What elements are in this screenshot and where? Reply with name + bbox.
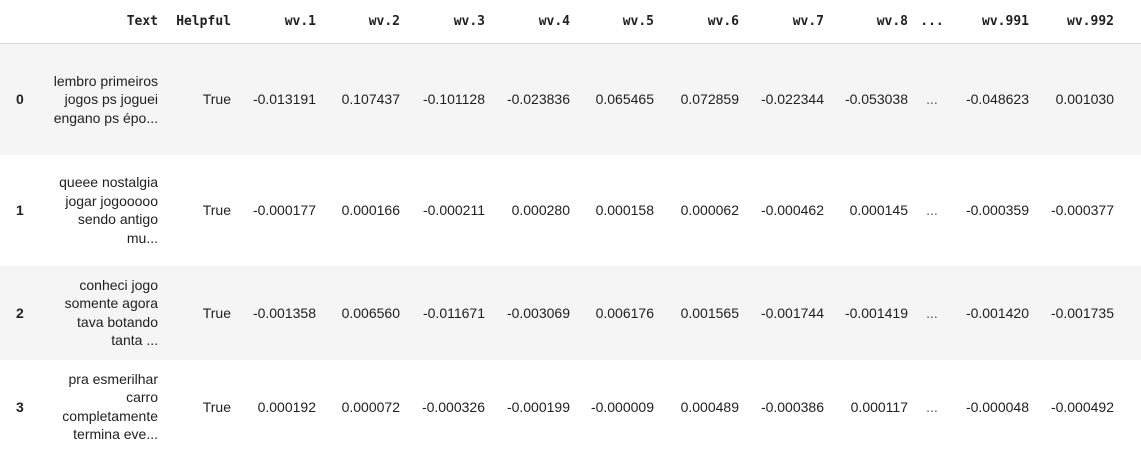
- index-header: [0, 0, 42, 44]
- cell-wv991: -0.001420: [965, 304, 1029, 321]
- cell-wv991: -0.000359: [965, 202, 1029, 218]
- cell-wv6: 0.000489: [680, 398, 739, 415]
- cell-wv992: -0.001735: [1050, 304, 1114, 321]
- row-index: 3: [16, 398, 24, 415]
- cell-wv8: 0.000117: [850, 398, 908, 415]
- column-header-wv2: wv.2: [322, 0, 406, 44]
- row-index: 0: [16, 91, 24, 108]
- table-row: 1 queee nostalgia jogar jogooooo sendo a…: [0, 154, 1141, 266]
- cell-wv2: 0.006560: [341, 304, 400, 321]
- column-header-wv992: wv.992: [1035, 0, 1120, 44]
- row-index: 2: [16, 304, 24, 321]
- column-header-text: Text: [42, 0, 164, 44]
- column-header-wv5: wv.5: [576, 0, 660, 44]
- cell-ellipsis: ...: [926, 304, 938, 321]
- cell-ellipsis: ...: [926, 91, 938, 108]
- column-header-wv1: wv.1: [237, 0, 322, 44]
- cell-wv7: -0.000386: [760, 398, 824, 415]
- cell-text: conheci jogo somente agora tava botando …: [64, 276, 158, 349]
- cell-wv7: -0.001744: [760, 304, 824, 321]
- cell-wv7: -0.000462: [760, 202, 824, 218]
- cell-wv6: 0.001565: [680, 304, 739, 321]
- cell-wv6: 0.000062: [680, 202, 739, 218]
- row-index: 1: [16, 202, 24, 218]
- cell-wv8: -0.053038: [844, 91, 908, 108]
- cell-wv3: -0.000326: [421, 398, 485, 415]
- cell-overflow: [1120, 360, 1141, 451]
- column-header-overflow: [1120, 0, 1141, 44]
- cell-helpful: True: [202, 304, 231, 321]
- column-header-helpful: Helpful: [164, 0, 237, 44]
- cell-wv2: 0.107437: [341, 91, 400, 108]
- cell-wv2: 0.000166: [341, 202, 400, 218]
- table-row: 0 lembro primeiros jogos ps joguei engan…: [0, 43, 1141, 155]
- cell-wv4: 0.000280: [511, 202, 570, 218]
- cell-wv3: -0.011671: [422, 304, 485, 321]
- cell-wv8: 0.000145: [849, 202, 908, 218]
- cell-helpful: True: [202, 91, 231, 108]
- cell-wv4: -0.000199: [506, 398, 570, 415]
- cell-wv992: -0.000492: [1050, 398, 1114, 415]
- cell-wv4: -0.023836: [506, 91, 570, 108]
- cell-wv5: 0.006176: [595, 304, 654, 321]
- column-header-ellipsis: ...: [914, 0, 950, 44]
- header-row: Text Helpful wv.1 wv.2 wv.3 wv.4 wv.5 wv…: [0, 0, 1141, 44]
- cell-text: queee nostalgia jogar jogooooo sendo ant…: [59, 174, 158, 246]
- cell-ellipsis: ...: [926, 398, 938, 415]
- cell-wv991: -0.000048: [965, 398, 1029, 415]
- column-header-wv8: wv.8: [830, 0, 914, 44]
- cell-overflow: [1120, 266, 1141, 360]
- cell-wv5: 0.000158: [595, 202, 654, 218]
- cell-text: lembro primeiros jogos ps joguei engano …: [53, 72, 158, 126]
- cell-wv7: -0.022344: [760, 91, 824, 108]
- cell-wv2: 0.000072: [341, 398, 400, 415]
- cell-wv3: -0.101128: [422, 91, 485, 108]
- cell-wv1: -0.013191: [252, 91, 316, 108]
- cell-wv1: 0.000192: [257, 398, 316, 415]
- cell-wv6: 0.072859: [680, 91, 739, 108]
- cell-wv4: -0.003069: [506, 304, 570, 321]
- cell-helpful: True: [202, 398, 231, 415]
- cell-wv992: 0.001030: [1055, 91, 1114, 108]
- cell-text: pra esmerilhar carro completamente termi…: [62, 370, 158, 443]
- cell-overflow: [1120, 44, 1141, 155]
- cell-wv1: -0.001358: [252, 304, 316, 321]
- cell-ellipsis: ...: [926, 202, 938, 218]
- column-header-wv991: wv.991: [950, 0, 1035, 44]
- cell-wv3: -0.000211: [422, 202, 485, 218]
- cell-wv1: -0.000177: [252, 202, 316, 218]
- cell-wv991: -0.048623: [965, 91, 1029, 108]
- column-header-wv3: wv.3: [406, 0, 491, 44]
- cell-wv5: -0.000009: [590, 398, 654, 415]
- cell-helpful: True: [202, 202, 231, 218]
- table-row: 3 pra esmerilhar carro completamente ter…: [0, 359, 1141, 451]
- cell-overflow: [1120, 155, 1141, 266]
- column-header-wv7: wv.7: [745, 0, 830, 44]
- cell-wv8: -0.001419: [844, 304, 908, 321]
- cell-wv5: 0.065465: [595, 91, 654, 108]
- table-row: 2 conheci jogo somente agora tava botand…: [0, 265, 1141, 360]
- column-header-wv6: wv.6: [660, 0, 745, 44]
- column-header-wv4: wv.4: [491, 0, 576, 44]
- cell-wv992: -0.000377: [1050, 202, 1114, 218]
